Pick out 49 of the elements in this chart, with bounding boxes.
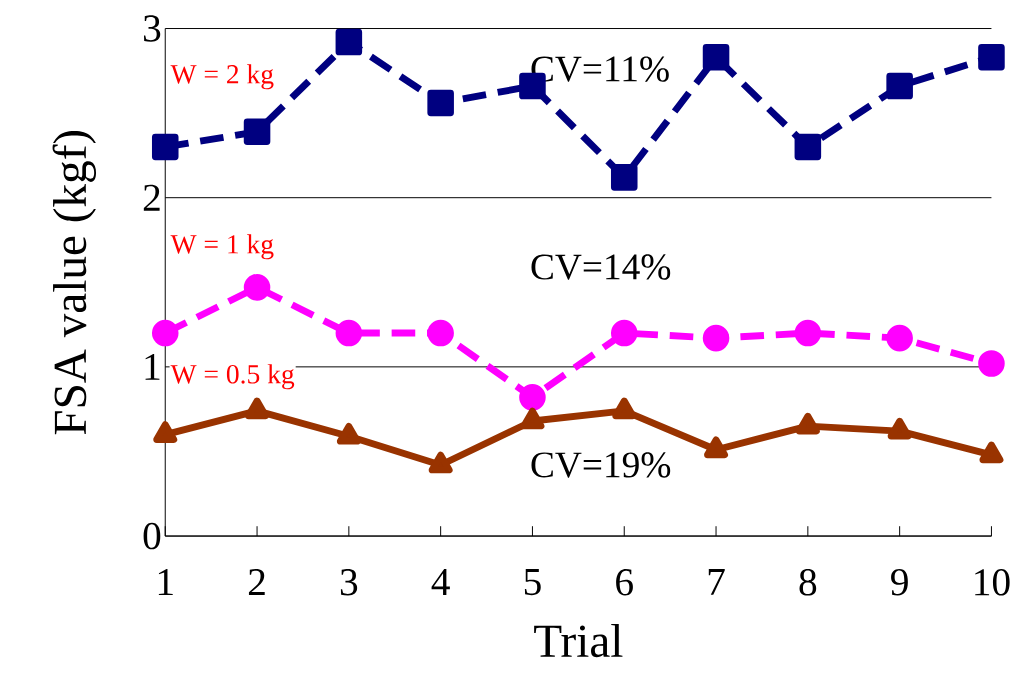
annotation: W = 0.5 kg: [170, 363, 295, 389]
point: [335, 28, 363, 56]
point: [427, 319, 454, 347]
point: [795, 412, 820, 435]
point: [886, 324, 913, 352]
point: [612, 397, 637, 419]
point: [979, 441, 1004, 463]
x-tick-label: 6: [616, 568, 633, 596]
point: [978, 349, 1005, 377]
point: [245, 397, 270, 419]
point: [243, 118, 271, 145]
x-tick-label: 8: [799, 568, 817, 596]
x-tick-label: 3: [340, 568, 358, 596]
annotation: W = 1 kg: [170, 233, 274, 260]
point: [153, 421, 178, 443]
x-tick-label: 2: [248, 568, 265, 595]
y-tick-label: 0: [143, 522, 161, 550]
y-axis-title: FSA value (kgf): [52, 130, 97, 435]
annotation: CV=19%: [531, 452, 671, 478]
y-tick-label: 3: [143, 15, 161, 42]
point: [704, 436, 729, 458]
y-tick-label: 2: [143, 184, 160, 211]
point: [794, 133, 822, 160]
point: [610, 163, 638, 191]
point: [702, 43, 730, 71]
x-tick-label: 10: [975, 568, 1010, 596]
point: [520, 407, 545, 430]
point: [887, 417, 912, 440]
x-tick-label: 7: [708, 568, 725, 595]
point: [151, 319, 179, 347]
point: [336, 422, 361, 445]
point: [519, 383, 546, 411]
x-axis-title: Trial: [534, 623, 623, 657]
x-tick-label: 9: [891, 568, 908, 596]
x-tick-label: 4: [431, 568, 450, 595]
point: [794, 319, 822, 347]
annotation: CV=14%: [531, 254, 671, 280]
point: [978, 43, 1005, 71]
y-tick-label: 1: [145, 353, 160, 380]
point: [151, 133, 179, 160]
point: [886, 72, 913, 100]
point: [702, 324, 730, 352]
point: [243, 273, 271, 301]
point: [610, 319, 638, 347]
x-tick-label: 5: [524, 568, 541, 595]
point: [428, 451, 453, 474]
point: [427, 89, 454, 117]
point: [335, 319, 363, 347]
annotation: W = 2 kg: [170, 63, 274, 90]
